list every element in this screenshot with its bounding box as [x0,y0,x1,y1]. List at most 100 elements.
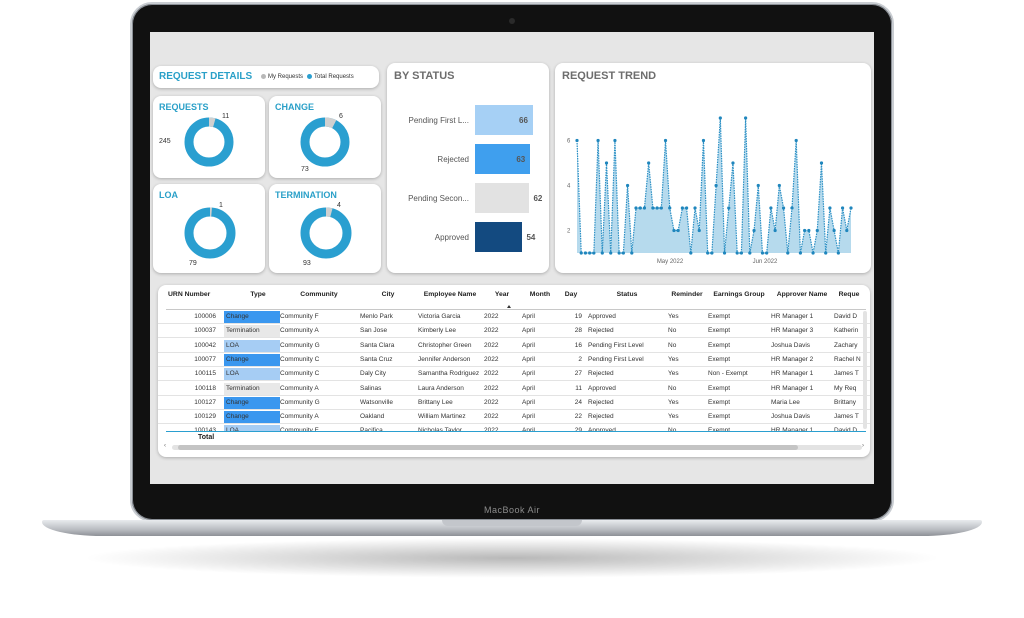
donut-total-segment [184,207,236,259]
trend-point [701,138,706,143]
scroll-left-icon[interactable]: ‹ [164,443,166,449]
status-bar[interactable] [475,144,531,174]
column-header[interactable]: Earnings Group [713,291,765,298]
donut-card-termination[interactable]: TERMINATION 4 93 [269,184,381,273]
column-header[interactable]: Type [250,291,266,298]
sort-ascending-icon[interactable] [507,305,511,308]
table-row[interactable]: 100129 Change Community A Oakland William Ma… [158,410,870,425]
scroll-right-icon[interactable]: › [862,443,864,449]
table-cell-req: Katherin [834,327,859,335]
donut-card-change[interactable]: CHANGE 6 73 [269,96,381,178]
table-header: URN Number Type Community City Employee Name… [158,291,870,305]
horizontal-scroll-thumb[interactable] [178,445,798,450]
column-header[interactable]: Year [494,291,510,298]
trend-point [781,206,786,210]
trend-point [630,251,634,255]
table-cell-reminder: No [668,327,677,335]
table-row[interactable]: 100037 Termination Community A San Jose Kimb… [158,324,870,339]
table-cell-earnings: Exempt [708,384,731,392]
table-cell-day: 22 [574,413,582,421]
table-row[interactable]: 100118 Termination Community A Salinas Laura… [158,382,870,396]
table-row[interactable]: 100127 Change Community G Watsonville Britta… [158,396,870,410]
table-cell-req: Brittany [834,398,857,406]
column-header[interactable]: Day [564,291,578,298]
table-cell-reminder: No [668,384,677,392]
table-cell-approver: Maria Lee [771,398,800,406]
column-header[interactable]: Community [300,291,338,298]
table-cell-day: 16 [574,341,582,349]
legend-total-requests[interactable]: Total Requests [307,74,354,80]
trend-point [617,251,621,255]
status-label: Approved [434,233,469,242]
table-row[interactable]: 100006 Change Community F Menlo Park Victori… [158,310,870,324]
table-cell-month: April [522,413,536,421]
column-header[interactable]: Reque [838,291,860,298]
trend-point [828,206,832,210]
donut-card-requests[interactable]: REQUESTS 11 245 [153,96,265,178]
column-header[interactable]: URN Number [168,291,211,298]
trend-point [773,228,777,233]
donut-total-value: 73 [301,166,309,173]
table-cell-urn: 100129 [194,413,216,421]
table-cell-year: 2022 [484,370,499,378]
table-cell-approver: HR Manager 1 [771,313,814,320]
laptop-base [42,520,982,536]
table-cell-community: Community C [280,370,320,378]
trend-point [689,251,693,255]
status-bar[interactable] [475,183,530,213]
table-cell-type: LOA [224,368,280,381]
trend-point [668,206,672,210]
table-cell-city: Oakland [360,413,385,421]
donut-chart [184,117,234,167]
trend-point [600,251,604,255]
table-cell-req: Rachel N [834,355,861,363]
trend-point [756,183,760,188]
table-cell-month: April [522,370,536,378]
trend-point [697,228,701,233]
legend-label: Total Requests [314,74,354,81]
table-row[interactable]: 100042 LOA Community G Santa Clara Christoph… [158,339,870,353]
donut-chart [300,207,352,259]
column-header[interactable]: Approver Name [776,291,828,298]
trend-point [634,206,638,210]
status-value: 62 [533,194,543,203]
donut-card-loa[interactable]: LOA 1 79 [153,184,265,273]
table-cell-req: My Req [834,384,857,392]
table-cell-day: 29 [574,427,582,432]
column-header[interactable]: Month [529,291,551,298]
table-cell-day: 11 [575,384,582,392]
donut-my-value: 1 [219,202,223,209]
table-row[interactable]: 100115 LOA Community C Daly City Samantha Ro… [158,367,870,382]
legend-label: My Requests [268,74,304,81]
table-cell-community: Community A [280,327,319,335]
table-row[interactable]: 100077 Change Community C Santa Cruz Jennife… [158,353,870,367]
column-header[interactable]: Employee Name [423,291,477,298]
table-cell-day: 28 [574,327,582,335]
request-trend-chart[interactable]: 2 4 6 May 2022 Jun 2022 [555,63,871,273]
status-bar[interactable] [475,105,533,135]
donut-total-value: 245 [159,138,171,145]
column-header[interactable]: Reminder [671,291,703,298]
column-header[interactable]: City [381,291,395,298]
trend-point [680,206,684,210]
table-cell-status: Rejected [588,413,614,421]
trend-point [836,251,840,255]
donut-title: TERMINATION [275,190,337,200]
table-cell-city: San Jose [360,327,388,335]
donut-my-value: 11 [222,113,230,120]
table-cell-urn: 100127 [194,398,216,406]
trend-point [727,206,731,210]
trend-point [840,206,845,210]
x-tick-label: Jun 2022 [753,259,778,265]
table-row[interactable]: 100143 LOA Community F Pacifica Nicholas Tay… [158,424,870,432]
trend-point [575,138,579,143]
vertical-scrollbar[interactable] [863,311,867,429]
table-cell-city: Watsonville [360,398,393,406]
table-cell-status: Approved [588,427,616,432]
legend-my-requests[interactable]: My Requests [261,74,303,80]
column-header[interactable]: Status [616,291,638,298]
status-bar[interactable] [475,222,523,252]
donut-my-segment [300,207,352,259]
donut-total-segment [184,117,234,167]
